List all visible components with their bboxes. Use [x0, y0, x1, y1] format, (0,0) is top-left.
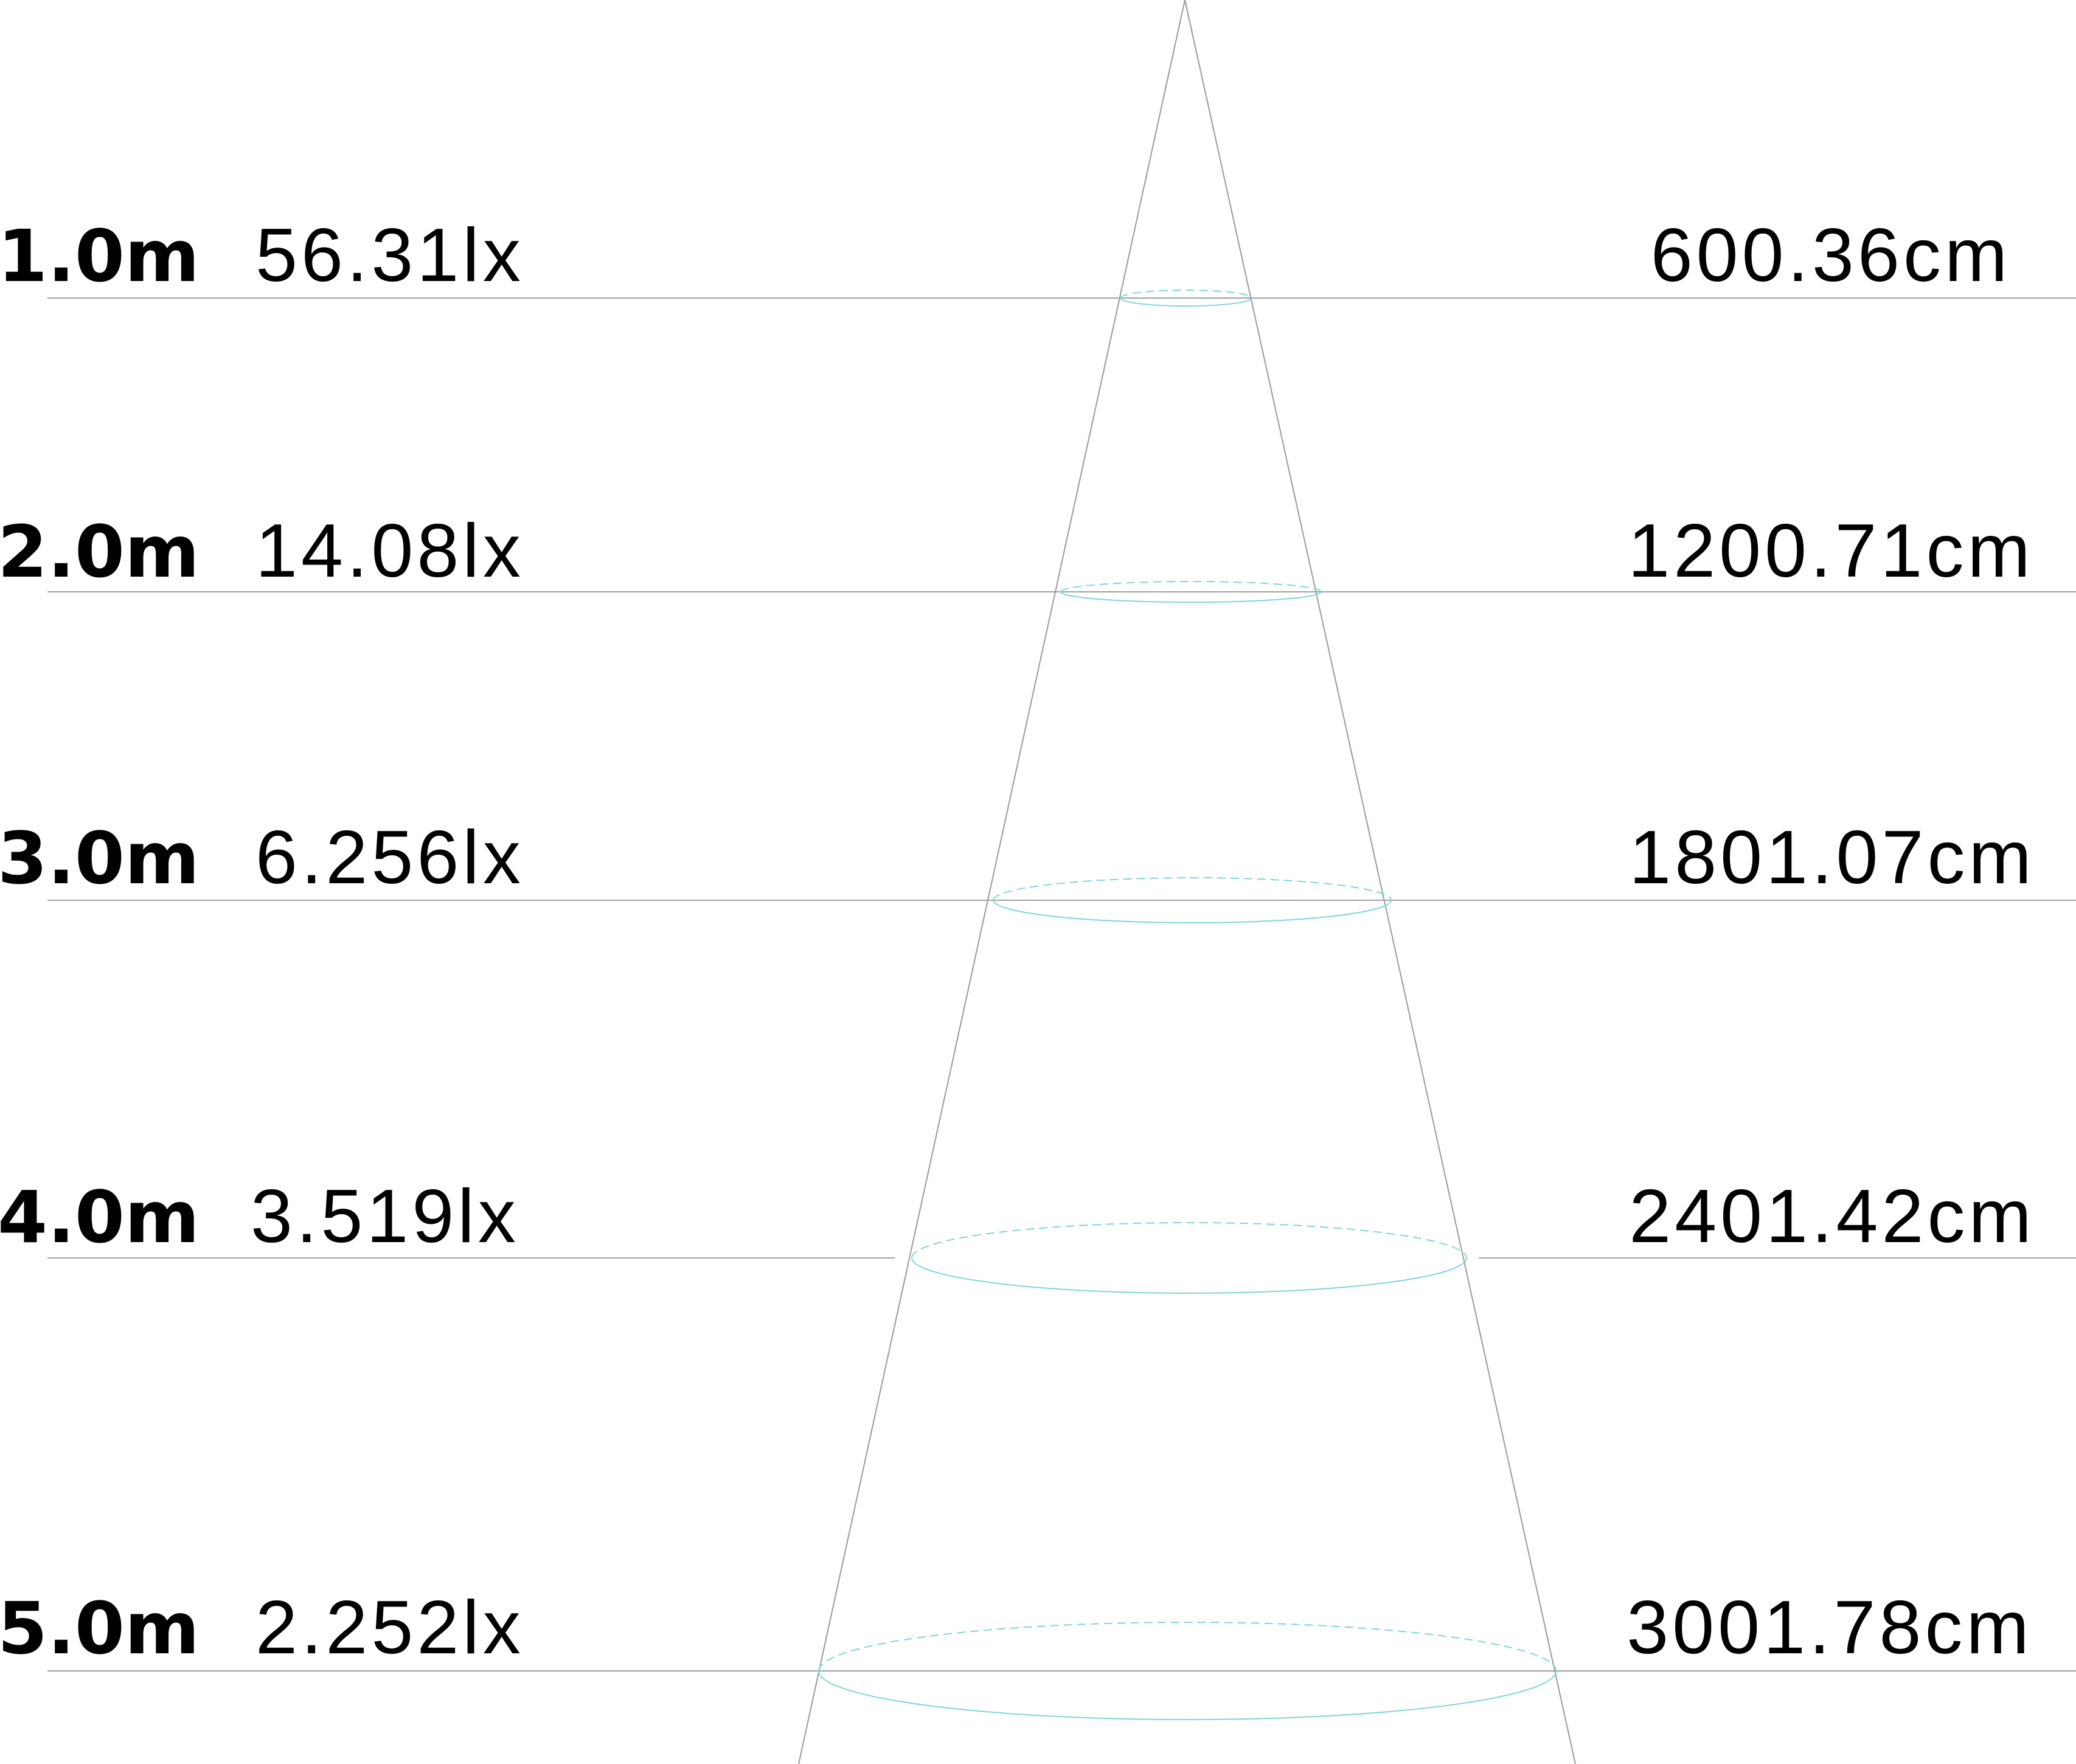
beam-diameter-label: 1801.07cm: [1629, 816, 2035, 900]
illuminance-label: 3.519lx: [251, 1175, 519, 1259]
level-lines: [47, 297, 2076, 1672]
illuminance-label: 6.256lx: [255, 816, 524, 900]
illuminance-label: 56.31lx: [255, 214, 524, 297]
beam-spot-back: [1120, 290, 1252, 299]
beam-spot-front: [818, 1670, 1557, 1720]
beam-spot-front: [1120, 297, 1252, 307]
beam-diameter-label: 600.36cm: [1651, 214, 2012, 297]
beam-spot-back: [911, 1222, 1467, 1259]
beam-spots: [818, 290, 1557, 1720]
beam-diameter-label: 2401.42cm: [1629, 1175, 2035, 1259]
level-labels: 1.0m 56.31lx 600.36cm 2.0m 14.08lx 1200.71cm 3…: [0, 214, 2035, 1670]
beam-edge-left: [798, 0, 1186, 1764]
beam-diameter-label: 3001.78cm: [1626, 1586, 2033, 1670]
beam-spot-front: [1060, 591, 1322, 603]
beam-edge-right: [1184, 0, 1576, 1764]
distance-label: 1.0m: [0, 214, 200, 298]
beam-spot-front: [993, 900, 1392, 923]
distance-label: 2.0m: [0, 510, 200, 594]
illuminance-label: 2.252lx: [255, 1586, 524, 1670]
beam-spot-back: [993, 877, 1392, 901]
beam-spot-back: [1060, 581, 1322, 592]
distance-label: 4.0m: [0, 1175, 200, 1259]
distance-label: 3.0m: [0, 816, 200, 900]
beam-diameter-label: 1200.71cm: [1628, 509, 2034, 593]
distance-label: 5.0m: [0, 1586, 200, 1670]
beam-spot-front: [911, 1257, 1467, 1294]
illuminance-label: 14.08lx: [255, 509, 524, 593]
beam-spot-back: [818, 1622, 1557, 1672]
